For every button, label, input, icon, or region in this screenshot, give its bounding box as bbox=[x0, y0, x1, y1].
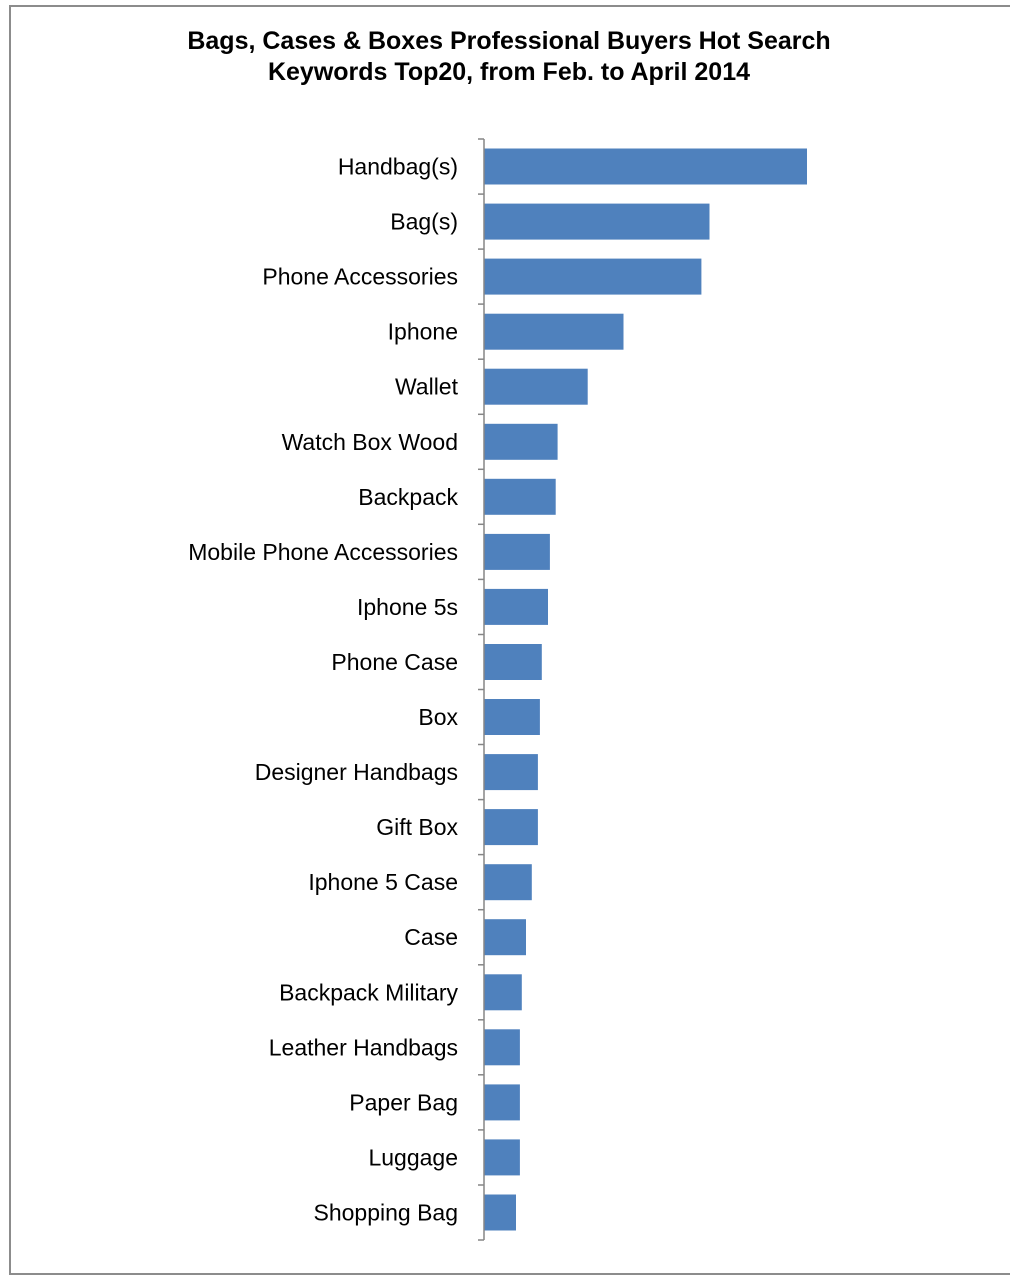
category-label: Handbag(s) bbox=[338, 154, 458, 180]
bar-mobile-phone-accessories bbox=[484, 533, 550, 570]
category-label: Shopping Bag bbox=[313, 1200, 458, 1226]
bar-wallet bbox=[484, 368, 588, 405]
bar-gift-box bbox=[484, 809, 538, 846]
category-label: Case bbox=[404, 924, 458, 950]
bar-iphone-5-case bbox=[484, 864, 532, 901]
bar-bag-s bbox=[484, 203, 710, 240]
bar-phone-accessories bbox=[484, 258, 702, 295]
bar-designer-handbags bbox=[484, 754, 538, 791]
category-label: Phone Accessories bbox=[262, 264, 458, 290]
bar-leather-handbags bbox=[484, 1029, 520, 1066]
chart-title-line-2: Keywords Top20, from Feb. to April 2014 bbox=[267, 58, 751, 86]
category-label: Luggage bbox=[368, 1144, 458, 1170]
bar-iphone bbox=[484, 313, 624, 350]
category-axis bbox=[478, 138, 485, 1241]
chart-title: Bags, Cases & Boxes Professional Buyers … bbox=[0, 26, 1010, 88]
category-label: Mobile Phone Accessories bbox=[188, 539, 458, 565]
bar-case bbox=[484, 919, 526, 956]
category-label: Wallet bbox=[395, 374, 459, 400]
category-label: Backpack Military bbox=[279, 979, 458, 1005]
category-label: Watch Box Wood bbox=[282, 429, 458, 455]
bar-shopping-bag bbox=[484, 1194, 516, 1231]
category-label: Iphone bbox=[388, 319, 458, 345]
category-label: Gift Box bbox=[376, 814, 458, 840]
category-label: Box bbox=[418, 704, 458, 730]
category-label: Bag(s) bbox=[390, 209, 458, 235]
category-label: Backpack bbox=[358, 484, 458, 510]
bar-handbag-s bbox=[484, 148, 807, 185]
category-label: Designer Handbags bbox=[255, 759, 458, 785]
chart-title-line-1: Bags, Cases & Boxes Professional Buyers … bbox=[187, 27, 831, 55]
bar-iphone-5s bbox=[484, 588, 548, 625]
bars-group bbox=[484, 148, 807, 1231]
bar-backpack bbox=[484, 478, 556, 515]
category-labels-group: Handbag(s) Bag(s) Phone Accessories Iphone W… bbox=[188, 154, 458, 1226]
category-label: Iphone 5s bbox=[357, 594, 458, 620]
bar-paper-bag bbox=[484, 1084, 520, 1121]
category-label: Paper Bag bbox=[349, 1089, 458, 1115]
category-label: Phone Case bbox=[331, 649, 458, 675]
bar-luggage bbox=[484, 1139, 520, 1176]
category-label: Leather Handbags bbox=[269, 1034, 458, 1060]
bar-backpack-military bbox=[484, 974, 522, 1011]
bar-box bbox=[484, 699, 540, 735]
bar-phone-case bbox=[484, 644, 542, 680]
bar-watch-box-wood bbox=[484, 423, 558, 460]
category-label: Iphone 5 Case bbox=[308, 869, 458, 895]
